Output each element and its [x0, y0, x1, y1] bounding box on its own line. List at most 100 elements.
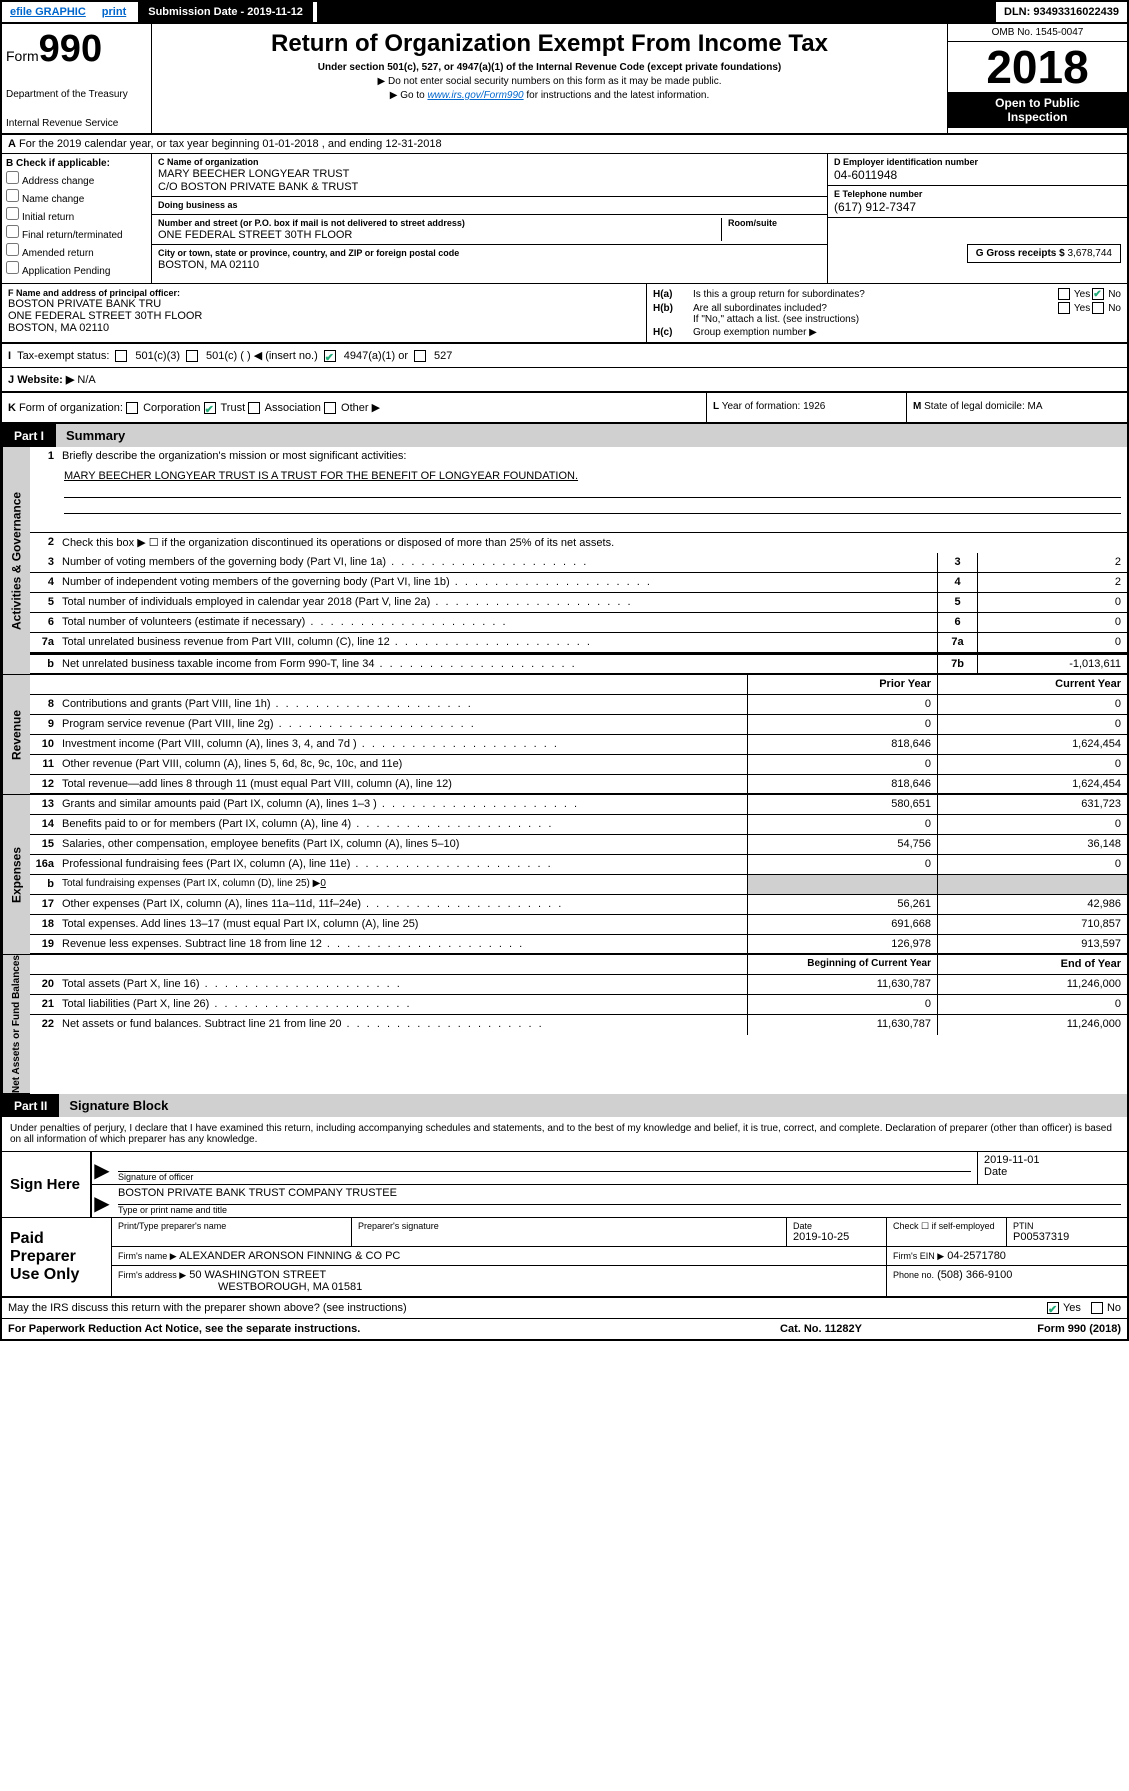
line12: Total revenue—add lines 8 through 11 (mu…	[58, 775, 747, 793]
line10-current: 1,624,454	[937, 735, 1127, 754]
line22-end: 11,246,000	[937, 1015, 1127, 1035]
telephone-value: (617) 912-7347	[834, 200, 1121, 214]
line14: Benefits paid to or for members (Part IX…	[58, 815, 747, 834]
hb-yes-no: Yes No	[1058, 302, 1121, 314]
firm-phone: (508) 366-9100	[937, 1269, 1012, 1281]
telephone-label: E Telephone number	[834, 189, 1121, 199]
discuss-yes-no: ✔Yes No	[1047, 1302, 1121, 1314]
chk-initial-return[interactable]: Initial return	[6, 207, 147, 223]
check-b-header: B Check if applicable:	[6, 158, 147, 169]
org-care-of: C/O BOSTON PRIVATE BANK & TRUST	[158, 181, 821, 193]
beginning-hdr: Beginning of Current Year	[747, 955, 937, 974]
line16a: Professional fundraising fees (Part IX, …	[58, 855, 747, 874]
line9-prior: 0	[747, 715, 937, 734]
line6-val: 0	[977, 613, 1127, 632]
line12-current: 1,624,454	[937, 775, 1127, 793]
line7b-val: -1,013,611	[977, 655, 1127, 673]
form-header: Form990 Department of the Treasury Inter…	[2, 24, 1127, 135]
irs-link[interactable]: www.irs.gov/Form990	[427, 90, 523, 101]
chk-amended-return[interactable]: Amended return	[6, 243, 147, 259]
officer-name: BOSTON PRIVATE BANK TRU	[8, 298, 640, 310]
line14-prior: 0	[747, 815, 937, 834]
officer-addr2: BOSTON, MA 02110	[8, 322, 640, 334]
sign-here-label: Sign Here	[2, 1152, 92, 1217]
line21: Total liabilities (Part X, line 26)	[58, 995, 747, 1014]
chk-application-pending[interactable]: Application Pending	[6, 261, 147, 277]
line15-current: 36,148	[937, 835, 1127, 854]
line3-val: 2	[977, 553, 1127, 572]
line8: Contributions and grants (Part VIII, lin…	[58, 695, 747, 714]
print-link[interactable]: print	[94, 2, 134, 22]
part-ii-header: Part II Signature Block	[2, 1094, 1127, 1117]
chk-address-change[interactable]: Address change	[6, 171, 147, 187]
check-4947: ✔	[324, 350, 336, 362]
officer-addr1: ONE FEDERAL STREET 30TH FLOOR	[8, 310, 640, 322]
gross-receipts: G Gross receipts $ 3,678,744	[967, 244, 1121, 263]
line4-val: 2	[977, 573, 1127, 592]
line13: Grants and similar amounts paid (Part IX…	[58, 795, 747, 814]
line2: Check this box ▶ ☐ if the organization d…	[58, 533, 1127, 553]
chk-name-change[interactable]: Name change	[6, 189, 147, 205]
hb-text: Are all subordinates included?	[693, 303, 1058, 314]
efile-link[interactable]: efile GRAPHIC	[2, 2, 94, 22]
line13-current: 631,723	[937, 795, 1127, 814]
line20-end: 11,246,000	[937, 975, 1127, 994]
c-name-label: C Name of organization	[158, 157, 821, 167]
line21-beg: 0	[747, 995, 937, 1014]
vlabel-revenue: Revenue	[2, 675, 30, 795]
check-b-column: B Check if applicable: Address change Na…	[2, 154, 152, 283]
line10-prior: 818,646	[747, 735, 937, 754]
current-year-hdr: Current Year	[937, 675, 1127, 694]
vlabel-expenses: Expenses	[2, 795, 30, 955]
row-k-form-org: K Form of organization: Corporation ✔ Tr…	[2, 393, 1127, 424]
line9-current: 0	[937, 715, 1127, 734]
ptin: P00537319	[1013, 1231, 1121, 1243]
line11: Other revenue (Part VIII, column (A), li…	[58, 755, 747, 774]
officer-signature[interactable]	[118, 1154, 971, 1172]
firm-addr1: 50 WASHINGTON STREET	[189, 1269, 326, 1281]
paid-preparer-row: Paid Preparer Use Only Print/Type prepar…	[2, 1218, 1127, 1298]
end-hdr: End of Year	[937, 955, 1127, 974]
subtitle-ssn: Do not enter social security numbers on …	[158, 76, 941, 87]
hb-note: If "No," attach a list. (see instruction…	[653, 314, 1121, 325]
firm-ein: 04-2571780	[947, 1250, 1006, 1262]
submission-date-box: Submission Date - 2019-11-12	[138, 2, 313, 22]
line4: Number of independent voting members of …	[58, 573, 937, 592]
line7b: Net unrelated business taxable income fr…	[58, 655, 937, 673]
line19-prior: 126,978	[747, 935, 937, 953]
self-employed-check[interactable]: Check ☐ if self-employed	[893, 1221, 1000, 1232]
sign-date: 2019-11-01	[984, 1154, 1121, 1166]
footer: For Paperwork Reduction Act Notice, see …	[2, 1318, 1127, 1339]
form-title: Return of Organization Exempt From Incom…	[158, 30, 941, 58]
line1-label: Briefly describe the organization's miss…	[58, 447, 1127, 467]
prior-year-hdr: Prior Year	[747, 675, 937, 694]
line21-end: 0	[937, 995, 1127, 1014]
chk-final-return[interactable]: Final return/terminated	[6, 225, 147, 241]
line5-val: 0	[977, 593, 1127, 612]
line17-current: 42,986	[937, 895, 1127, 914]
row-i-tax-exempt: I Tax-exempt status: 501(c)(3) 501(c) ( …	[2, 343, 1127, 368]
address-label: Number and street (or P.O. box if mail i…	[158, 218, 721, 228]
ein-label: D Employer identification number	[834, 157, 1121, 167]
hc-label: H(c)	[653, 327, 693, 338]
line7a-val: 0	[977, 633, 1127, 652]
org-info-section: B Check if applicable: Address change Na…	[2, 154, 1127, 284]
paid-preparer-label: Paid Preparer Use Only	[2, 1218, 112, 1296]
line17: Other expenses (Part IX, column (A), lin…	[58, 895, 747, 914]
form-footer: Form 990 (2018)	[921, 1323, 1121, 1335]
line11-prior: 0	[747, 755, 937, 774]
officer-name-typed: BOSTON PRIVATE BANK TRUST COMPANY TRUSTE…	[118, 1187, 1121, 1205]
discuss-row: May the IRS discuss this return with the…	[2, 1298, 1127, 1318]
line3: Number of voting members of the governin…	[58, 553, 937, 572]
ha-yes-no: Yes ✔No	[1058, 288, 1121, 300]
line6: Total number of volunteers (estimate if …	[58, 613, 937, 632]
sign-arrow-icon-2: ▶	[92, 1185, 112, 1217]
line15: Salaries, other compensation, employee b…	[58, 835, 747, 854]
firm-addr2: WESTBOROUGH, MA 01581	[118, 1281, 880, 1293]
line15-prior: 54,756	[747, 835, 937, 854]
address-value: ONE FEDERAL STREET 30TH FLOOR	[158, 229, 721, 241]
line16a-prior: 0	[747, 855, 937, 874]
row-j-website: J Website: ▶ N/A	[2, 368, 1127, 393]
form-number: Form990	[6, 28, 147, 71]
line18-prior: 691,668	[747, 915, 937, 934]
